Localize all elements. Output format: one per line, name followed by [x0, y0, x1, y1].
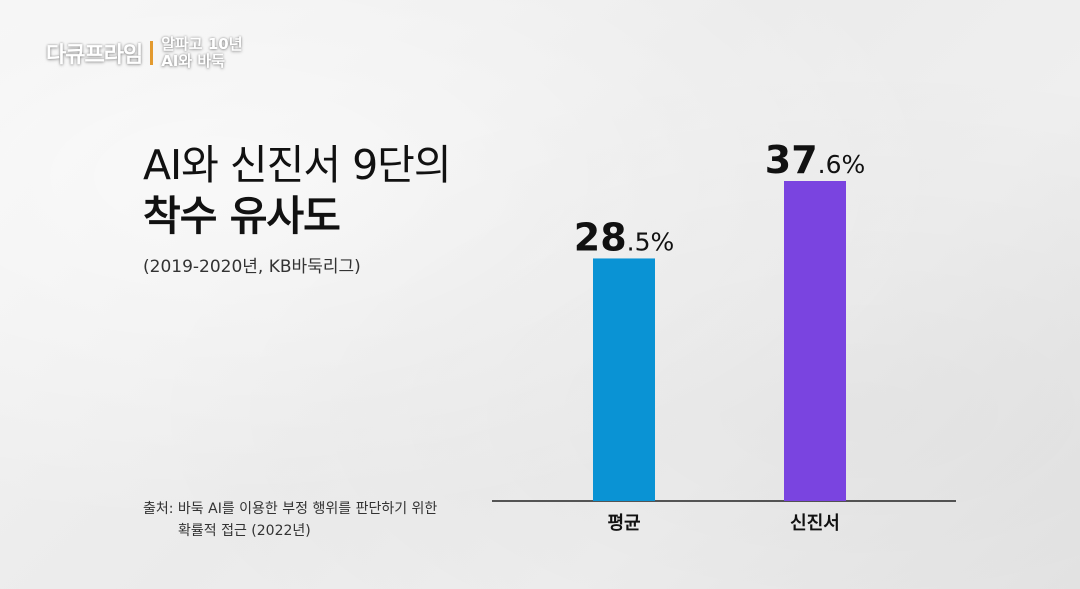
value-label-decimal: .6% [818, 150, 866, 179]
category-label-2: 신진서 [790, 513, 840, 534]
bar-1 [593, 258, 655, 501]
value-label-integer: 28 [574, 215, 627, 259]
value-label-1: 28.5% [574, 215, 675, 259]
source-line1: 출처: 바둑 AI를 이용한 부정 행위를 판단하기 위한 [143, 501, 438, 517]
source-note: 출처: 바둑 AI를 이용한 부정 행위를 판단하기 위한 확률적 접근 (20… [143, 498, 437, 542]
value-label-integer: 37 [765, 138, 818, 182]
chart-subtitle: (2019-2020년, KB바둑리그) [143, 257, 361, 277]
category-label-1: 평균 [607, 513, 640, 534]
chart-title: AI와 신진서 9단의 [143, 141, 452, 189]
program-name: 다큐프라임 [46, 43, 143, 68]
episode-title: 알파고 10년 AI와 바둑 [161, 36, 242, 70]
broadcast-logo: 다큐프라임 알파고 10년 AI와 바둑 [46, 36, 243, 70]
episode-title-line1: 알파고 10년 [161, 35, 243, 53]
logo-divider [150, 41, 154, 65]
episode-title-line2: AI와 바둑 [161, 52, 226, 70]
value-label-decimal: .5% [627, 227, 675, 256]
value-label-2: 37.6% [765, 138, 866, 182]
bar-2 [784, 181, 846, 501]
chart-title-block: AI와 신진서 9단의 착수 유사도 (2019-2020년, KB바둑리그) [143, 140, 452, 277]
source-line2: 확률적 접근 (2022년) [178, 523, 311, 539]
chart-title-bold: 착수 유사도 [143, 192, 341, 240]
